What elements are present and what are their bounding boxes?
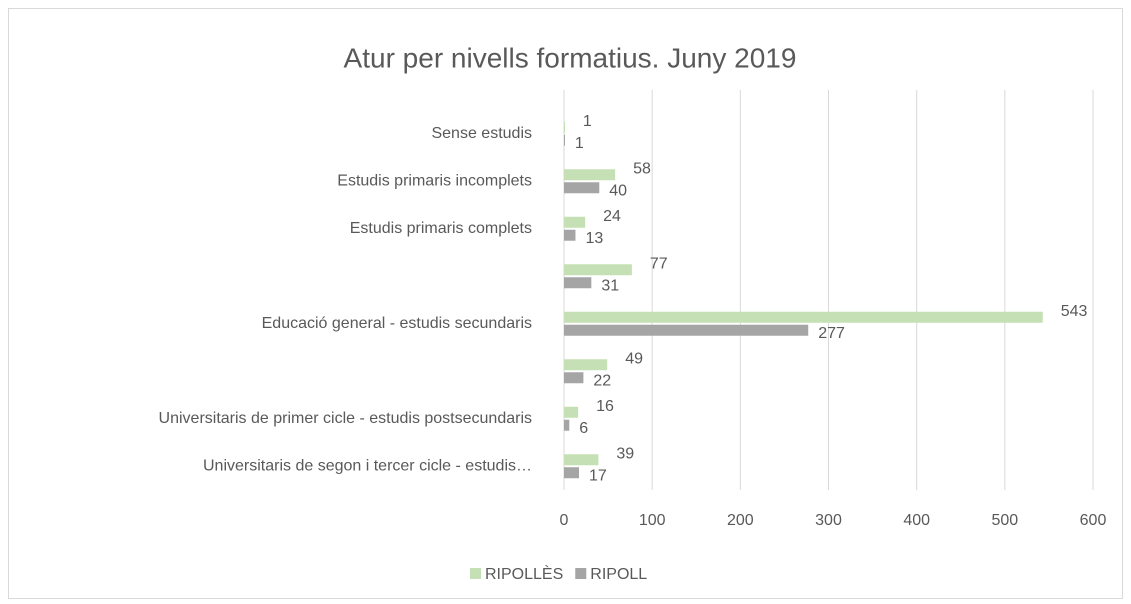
bar [564, 216, 586, 228]
bar [564, 134, 565, 146]
bar [564, 406, 579, 418]
data-label: 543 [1061, 303, 1088, 320]
legend-swatch [470, 568, 481, 579]
x-tick-label: 500 [991, 512, 1018, 529]
x-tick-label: 200 [727, 512, 754, 529]
data-label: 1 [583, 113, 592, 130]
bar [564, 454, 599, 466]
bar [564, 264, 632, 276]
bar [564, 229, 576, 241]
data-label: 40 [609, 182, 627, 199]
x-tick-label: 100 [639, 512, 666, 529]
bar [564, 359, 608, 371]
data-label: 58 [633, 160, 651, 177]
x-tick-label: 600 [1080, 512, 1107, 529]
data-label: 49 [625, 350, 643, 367]
bar [564, 169, 616, 181]
data-label: 1 [575, 135, 584, 152]
data-label: 31 [601, 277, 619, 294]
data-label: 17 [589, 467, 607, 484]
x-tick-label: 0 [560, 512, 569, 529]
bar [564, 372, 584, 384]
y-tick-label: Estudis primaris incomplets [337, 172, 532, 189]
data-label: 13 [585, 230, 603, 247]
x-tick-label: 300 [815, 512, 842, 529]
x-tick-label: 400 [903, 512, 930, 529]
bar [564, 277, 592, 289]
chart-border [8, 8, 1123, 599]
legend-label: RIPOLL [590, 566, 647, 583]
data-label: 6 [579, 420, 588, 437]
bar [564, 419, 570, 431]
data-label: 77 [650, 255, 668, 272]
bar [564, 182, 600, 194]
data-label: 39 [616, 445, 634, 462]
data-label: 277 [818, 325, 845, 342]
bar [564, 467, 579, 479]
data-label: 24 [603, 208, 621, 225]
bar [564, 324, 809, 336]
bar [564, 311, 1043, 323]
y-tick-label: Universitaris de primer cicle - estudis … [159, 410, 532, 427]
legend-label: RIPOLLÈS [485, 564, 563, 583]
y-tick-label: Estudis primaris complets [350, 220, 532, 237]
data-label: 16 [596, 398, 614, 415]
y-tick-label: Universitaris de segon i tercer cicle - … [203, 457, 532, 474]
chart-title: Atur per nivells formatius. Juny 2019 [344, 42, 797, 73]
y-tick-label: Sense estudis [431, 125, 532, 142]
y-tick-label: Educació general - estudis secundaris [262, 315, 532, 332]
data-label: 22 [593, 372, 611, 389]
bar [564, 121, 565, 133]
legend-swatch [575, 568, 587, 579]
